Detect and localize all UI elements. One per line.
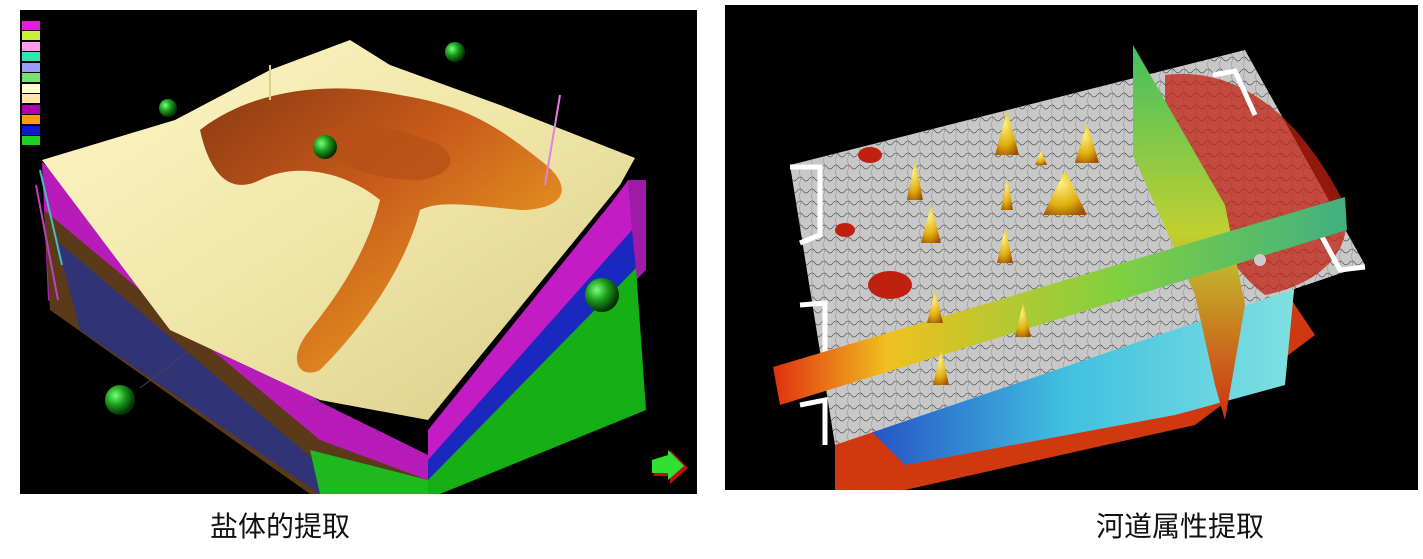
- channel-attribute-3d-render: [773, 45, 1366, 490]
- slice-frame-edge: [1212, 68, 1258, 117]
- legend: [22, 12, 62, 146]
- legend-rows: [22, 20, 62, 146]
- attribute-peak: [927, 290, 943, 323]
- north-arrow-top: [652, 450, 684, 480]
- salt-body-image: [20, 10, 697, 494]
- well-line: [544, 94, 561, 186]
- salt-body: [200, 88, 562, 373]
- slice-frame-edge: [799, 396, 828, 445]
- legend-item: [22, 31, 62, 42]
- blue-layer-left: [56, 240, 320, 494]
- intersection-marker: [1254, 254, 1266, 266]
- attribute-peak: [1043, 170, 1087, 215]
- legend-swatch: [22, 94, 40, 104]
- well-line: [39, 169, 63, 266]
- legend-item: [22, 41, 62, 52]
- caption-channel-attribute: 河道属性提取: [1095, 510, 1264, 543]
- legend-swatch: [22, 31, 40, 41]
- marker-leader: [139, 349, 191, 389]
- legend-item: [22, 83, 62, 94]
- well-marker-sphere: [313, 135, 337, 159]
- well-marker-sphere: [445, 42, 465, 62]
- attribute-peak: [1001, 177, 1013, 210]
- well-marker-sphere: [105, 385, 135, 415]
- legend-swatch: [22, 83, 40, 93]
- magenta-layer-left: [42, 162, 428, 494]
- legend-item: [22, 94, 62, 105]
- legend-title: [22, 12, 62, 20]
- legend-swatch: [22, 41, 40, 51]
- magenta-band-right: [428, 182, 632, 460]
- attribute-peak: [933, 350, 949, 385]
- attribute-anomaly: [868, 271, 912, 299]
- caption-salt-body: 盐体的提取: [209, 510, 350, 543]
- salt-body-3d-render: [35, 40, 688, 494]
- well-marker-sphere: [159, 99, 177, 117]
- slice-frame-edge: [790, 164, 823, 246]
- crossline-slice: [773, 197, 1347, 405]
- legend-swatch: [22, 115, 40, 125]
- attribute-peak: [921, 205, 941, 243]
- attribute-peak: [1015, 303, 1031, 337]
- slice-frame-edge: [1317, 231, 1366, 273]
- attribute-peak: [1035, 150, 1047, 165]
- attribute-peak: [995, 110, 1019, 155]
- legend-swatch: [22, 20, 40, 30]
- legend-item: [22, 62, 62, 73]
- channel-attribute-image: [725, 5, 1418, 490]
- legend-item: [22, 125, 62, 136]
- legend-item: [22, 73, 62, 84]
- blue-band-right: [428, 230, 636, 480]
- well-line: [35, 184, 59, 301]
- legend-swatch: [22, 52, 40, 62]
- legend-swatch: [22, 62, 40, 72]
- legend-item: [22, 115, 62, 126]
- vertical-inline-slice: [1133, 45, 1245, 420]
- legend-swatch: [22, 104, 40, 114]
- attribute-peak: [997, 227, 1013, 263]
- legend-item: [22, 20, 62, 31]
- green-layer-left: [310, 450, 428, 494]
- salt-body-lobe: [320, 125, 451, 180]
- legend-item: [22, 136, 62, 147]
- attribute-anomaly: [858, 147, 882, 163]
- legend-swatch: [22, 73, 40, 83]
- attribute-peak: [907, 160, 923, 200]
- green-band-right: [428, 268, 646, 494]
- legend-item: [22, 104, 62, 115]
- legend-item: [22, 52, 62, 63]
- legend-swatch: [22, 125, 40, 135]
- attribute-peak: [1075, 123, 1099, 163]
- attribute-anomaly: [835, 223, 855, 237]
- well-marker-sphere: [585, 278, 619, 312]
- legend-swatch: [22, 136, 40, 146]
